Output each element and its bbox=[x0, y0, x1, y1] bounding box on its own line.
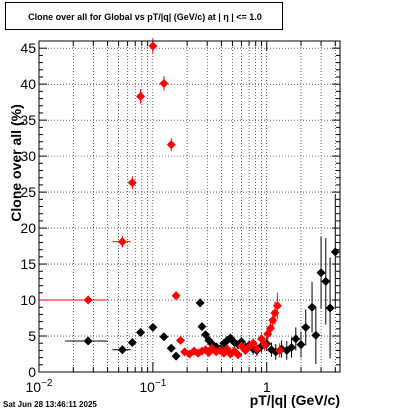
data-point bbox=[136, 327, 146, 337]
data-point bbox=[166, 343, 176, 353]
chart-title: Clone over all for Global vs pT/|q| (GeV… bbox=[28, 12, 262, 22]
axis-ticks bbox=[38, 40, 340, 373]
data-point bbox=[268, 315, 278, 325]
data-point bbox=[311, 330, 321, 340]
data-point bbox=[159, 332, 169, 342]
x-axis-label: pT/|q| (GeV/c) bbox=[250, 392, 340, 408]
data-point bbox=[171, 351, 181, 361]
x-tick-label: 10−1 bbox=[139, 378, 166, 395]
data-point bbox=[307, 302, 317, 312]
y-tick-label: 25 bbox=[20, 184, 36, 200]
data-point bbox=[148, 322, 158, 332]
data-point bbox=[266, 323, 276, 333]
data-point bbox=[291, 334, 301, 344]
data-point bbox=[330, 247, 340, 257]
y-tick-label: 10 bbox=[20, 292, 36, 308]
data-point bbox=[260, 340, 270, 350]
data-point bbox=[316, 268, 326, 278]
y-axis-label: Clone over all (%) bbox=[8, 104, 24, 221]
data-point bbox=[176, 335, 186, 345]
x-tick-label: 1 bbox=[263, 379, 271, 395]
data-markers bbox=[83, 41, 340, 361]
timestamp: Sat Jun 28 13:46:11 2025 bbox=[3, 400, 97, 409]
data-point bbox=[233, 350, 243, 360]
data-point bbox=[248, 338, 258, 348]
data-point bbox=[252, 344, 262, 354]
data-point bbox=[117, 345, 127, 355]
data-point bbox=[275, 345, 285, 355]
data-point bbox=[117, 237, 127, 247]
data-point bbox=[83, 295, 93, 305]
y-tick-label: 5 bbox=[28, 328, 36, 344]
plot-frame bbox=[38, 40, 341, 373]
data-point bbox=[171, 291, 181, 301]
data-point bbox=[197, 322, 207, 332]
data-point bbox=[286, 343, 296, 353]
error-bars bbox=[39, 38, 336, 365]
data-point bbox=[270, 308, 280, 318]
data-point bbox=[127, 178, 137, 188]
data-point bbox=[195, 298, 205, 308]
data-point bbox=[272, 301, 282, 311]
data-point bbox=[159, 78, 169, 88]
y-tick-label: 40 bbox=[20, 76, 36, 92]
data-point bbox=[166, 140, 176, 150]
x-tick-label: 10−2 bbox=[26, 378, 53, 395]
tick-labels: 0 5 10 15 20 25 30 35 40 45 10−2 10−1 1 bbox=[20, 40, 270, 395]
y-tick-label: 30 bbox=[20, 148, 36, 164]
data-point bbox=[83, 336, 93, 346]
y-tick-label: 20 bbox=[20, 220, 36, 236]
data-point bbox=[296, 340, 306, 350]
y-tick-label: 15 bbox=[20, 256, 36, 272]
title-box: Clone over all for Global vs pT/|q| (GeV… bbox=[5, 2, 283, 30]
data-point bbox=[127, 337, 137, 347]
y-tick-label: 0 bbox=[28, 364, 36, 380]
data-point bbox=[136, 91, 146, 101]
data-point bbox=[201, 330, 211, 340]
y-tick-label: 45 bbox=[20, 40, 36, 56]
data-point bbox=[325, 303, 335, 313]
data-point bbox=[301, 322, 311, 332]
data-point bbox=[321, 276, 331, 286]
data-point bbox=[148, 41, 158, 51]
grid-lines bbox=[38, 41, 340, 372]
y-tick-label: 35 bbox=[20, 112, 36, 128]
